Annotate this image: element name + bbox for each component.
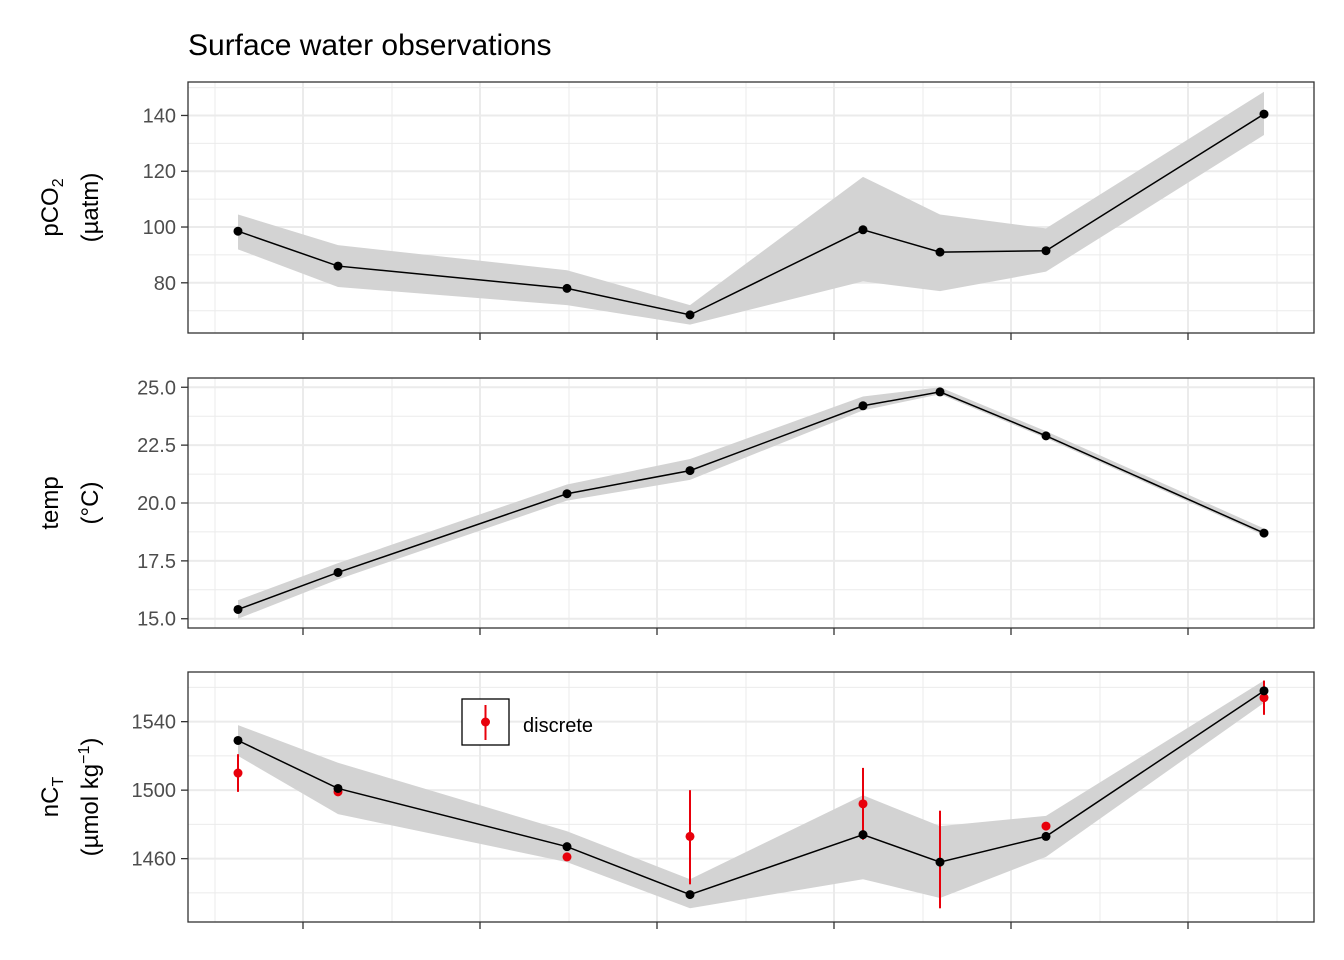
y-tick-label: 17.5 bbox=[137, 551, 176, 573]
model-point bbox=[685, 890, 695, 900]
model-point bbox=[562, 842, 572, 852]
y-axis-title: temp bbox=[37, 476, 64, 529]
y-tick-label: 1460 bbox=[132, 849, 177, 871]
y-axis-units-superscript: −1 bbox=[76, 746, 93, 764]
y-axis-title-main: nC bbox=[37, 787, 64, 818]
panel-pco2: 80 100 120 140 pCO2 (µatm) bbox=[37, 81, 1315, 340]
model-point bbox=[1259, 686, 1269, 696]
model-point bbox=[333, 261, 343, 271]
y-tick-label: 15.0 bbox=[137, 609, 176, 631]
panel-temp: 15.0 17.5 20.0 22.5 25.0 temp (°C) bbox=[37, 377, 1315, 635]
y-axis-title-main: temp bbox=[37, 476, 64, 529]
y-axis-title-subscript: 2 bbox=[50, 178, 67, 187]
model-point bbox=[562, 283, 572, 293]
model-point bbox=[685, 466, 695, 476]
discrete-point bbox=[685, 831, 695, 841]
model-point bbox=[935, 387, 945, 397]
y-tick-label: 25.0 bbox=[137, 377, 176, 399]
confidence-ribbon bbox=[238, 91, 1264, 325]
discrete-point bbox=[233, 768, 243, 778]
y-tick-label: 100 bbox=[143, 217, 176, 239]
discrete-point bbox=[1259, 693, 1269, 703]
model-point bbox=[1041, 246, 1051, 256]
chart-title: Surface water observations bbox=[188, 29, 552, 62]
model-point bbox=[233, 735, 243, 745]
legend-point bbox=[481, 717, 490, 727]
y-axis-units: (µatm) bbox=[77, 173, 104, 243]
panel-nct: 1460 1500 1540 nCT (µmol kg−1) discrete bbox=[37, 671, 1315, 929]
y-tick-label: 1540 bbox=[132, 712, 177, 734]
y-axis-title: pCO2 bbox=[37, 178, 67, 236]
model-point bbox=[562, 489, 572, 499]
discrete-point bbox=[1041, 821, 1051, 831]
model-point bbox=[333, 567, 343, 577]
model-point bbox=[1041, 431, 1051, 441]
y-tick-label: 20.0 bbox=[137, 493, 176, 515]
model-point bbox=[333, 783, 343, 793]
y-axis-units: (µmol kg−1) bbox=[76, 738, 104, 857]
model-line bbox=[237, 690, 1265, 896]
model-line bbox=[237, 113, 1265, 316]
model-point bbox=[1259, 528, 1269, 538]
y-tick-label: 80 bbox=[154, 273, 176, 295]
y-axis-title: nCT bbox=[37, 777, 67, 818]
legend: discrete bbox=[461, 698, 593, 746]
model-point bbox=[233, 604, 243, 614]
y-tick-label: 140 bbox=[143, 105, 176, 127]
legend-label: discrete bbox=[523, 715, 593, 737]
model-point bbox=[935, 857, 945, 867]
y-axis-units-close: ) bbox=[77, 738, 104, 746]
panel-border bbox=[187, 671, 1315, 923]
confidence-ribbon bbox=[238, 680, 1264, 909]
model-point bbox=[858, 401, 868, 411]
y-axis-title-subscript: T bbox=[50, 777, 67, 787]
y-axis-title-main: pCO bbox=[37, 187, 64, 236]
model-point bbox=[935, 247, 945, 257]
panels: 80 100 120 140 pCO2 (µatm) 15.0 17.5 20.0 22.5 25.… bbox=[37, 81, 1315, 929]
model-point bbox=[233, 226, 243, 236]
panel-border bbox=[187, 81, 1315, 334]
y-tick-label: 22.5 bbox=[137, 435, 176, 457]
y-axis-units-text: (µmol kg bbox=[77, 764, 104, 857]
discrete-point bbox=[858, 799, 868, 809]
y-tick-label: 120 bbox=[143, 161, 176, 183]
discrete-point bbox=[562, 852, 572, 862]
model-point bbox=[1041, 831, 1051, 841]
model-point bbox=[858, 225, 868, 235]
model-line bbox=[237, 391, 1265, 611]
model-point bbox=[685, 310, 695, 320]
model-point bbox=[1259, 109, 1269, 119]
y-tick-label: 1500 bbox=[132, 780, 177, 802]
y-axis-units: (°C) bbox=[77, 482, 104, 525]
model-point bbox=[858, 830, 868, 840]
